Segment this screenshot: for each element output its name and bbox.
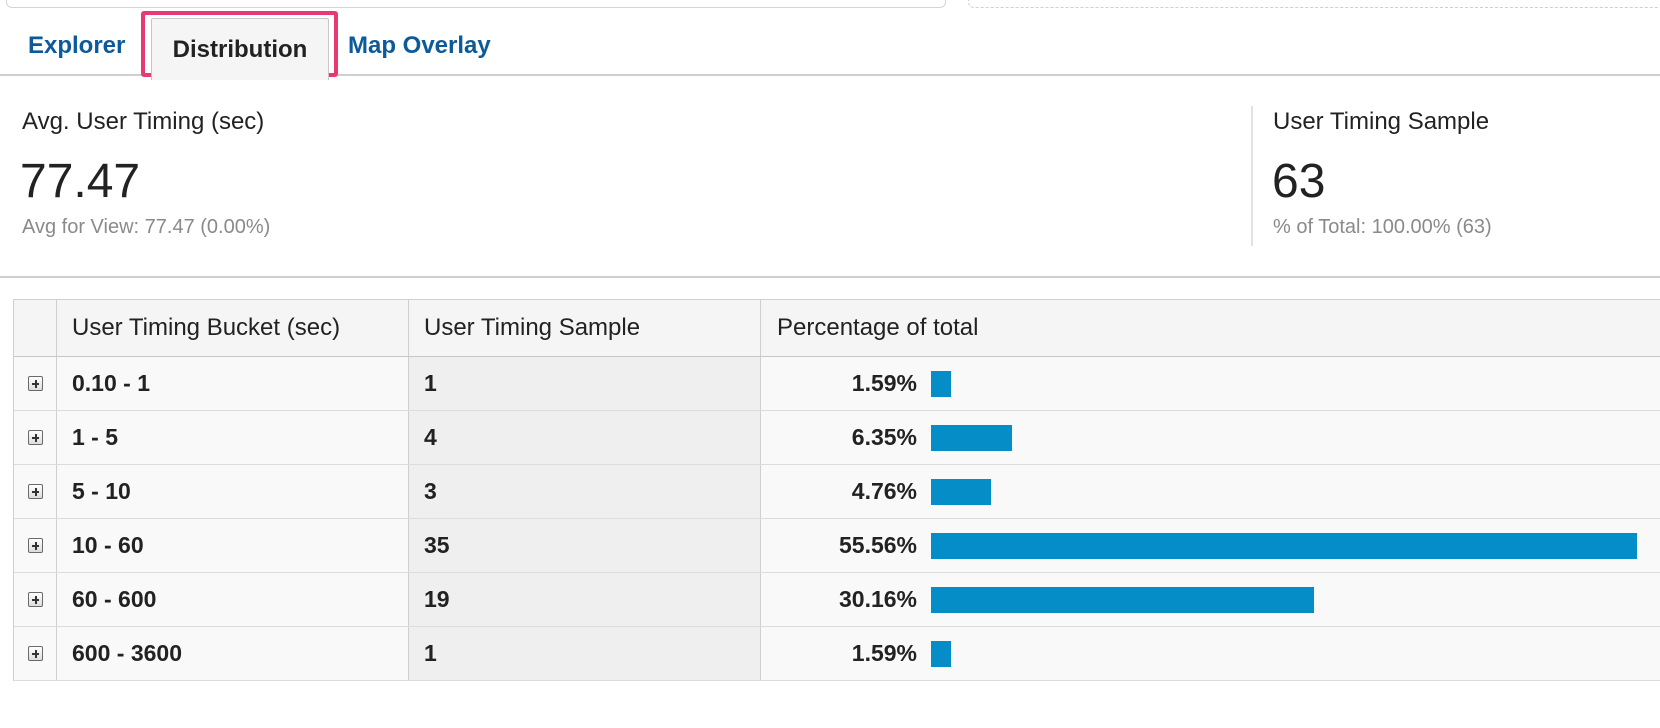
table-row: 5 - 10 3 4.76% <box>14 465 1660 519</box>
expand-plus-icon[interactable] <box>27 592 43 607</box>
table-header-row: User Timing Bucket (sec) User Timing Sam… <box>14 300 1660 357</box>
expand-cell <box>14 411 57 464</box>
tab-map-overlay[interactable]: Map Overlay <box>348 32 491 59</box>
top-panel-left <box>6 0 946 8</box>
bucket-cell: 60 - 600 <box>57 573 409 626</box>
sample-cell: 19 <box>409 573 761 626</box>
percentage-cell: 6.35% <box>761 411 1660 464</box>
table-row: 0.10 - 1 1 1.59% <box>14 357 1660 411</box>
metric-sample-label: User Timing Sample <box>1273 108 1490 135</box>
percentage-bar-track <box>931 478 1637 505</box>
expand-cell <box>14 465 57 518</box>
column-header-sample[interactable]: User Timing Sample <box>409 300 761 356</box>
percentage-bar <box>931 424 1012 451</box>
percentage-bar-track <box>931 424 1637 451</box>
percentage-label: 4.76% <box>851 478 917 504</box>
percentage-bar-track <box>931 370 1637 397</box>
sample-cell: 1 <box>409 627 761 680</box>
metric-sample-value: 63 <box>1272 155 1326 208</box>
percentage-bar-track <box>931 586 1637 613</box>
expand-cell <box>14 627 57 680</box>
sample-cell: 1 <box>409 357 761 410</box>
percentage-bar <box>931 478 992 505</box>
percentage-bar <box>931 586 1315 613</box>
percentage-bar-track <box>931 640 1637 667</box>
percentage-label: 30.16% <box>838 586 917 612</box>
percentage-cell: 4.76% <box>761 465 1660 518</box>
tab-distribution[interactable]: Distribution <box>151 18 329 80</box>
percentage-cell: 1.59% <box>761 357 1660 410</box>
top-panel-right <box>968 0 1660 8</box>
percentage-label: 1.59% <box>851 370 917 396</box>
tab-explorer[interactable]: Explorer <box>28 32 126 59</box>
sample-cell: 3 <box>409 465 761 518</box>
sample-cell: 4 <box>409 411 761 464</box>
expand-plus-icon[interactable] <box>27 646 43 661</box>
header-expand-cell <box>14 300 57 356</box>
view-tabs: Explorer Distribution Map Overlay <box>0 8 1660 80</box>
expand-plus-icon[interactable] <box>27 538 43 553</box>
column-header-percentage[interactable]: Percentage of total <box>777 314 979 341</box>
percentage-label: 1.59% <box>851 640 917 666</box>
percentage-label: 55.56% <box>838 532 917 558</box>
bucket-cell: 1 - 5 <box>57 411 409 464</box>
table-row: 1 - 5 4 6.35% <box>14 411 1660 465</box>
bucket-cell: 10 - 60 <box>57 519 409 572</box>
table-row: 600 - 3600 1 1.59% <box>14 627 1660 681</box>
metric-avg-user-timing-comparison: Avg for View: 77.47 (0.00%) <box>22 216 271 238</box>
bucket-cell: 5 - 10 <box>57 465 409 518</box>
percentage-label: 6.35% <box>851 424 917 450</box>
expand-plus-icon[interactable] <box>27 430 43 445</box>
percentage-bar <box>931 532 1637 559</box>
percentage-cell: 1.59% <box>761 627 1660 680</box>
table-row: 10 - 60 35 55.56% <box>14 519 1660 573</box>
percentage-cell: 55.56% <box>761 519 1660 572</box>
bucket-cell: 600 - 3600 <box>57 627 409 680</box>
metric-divider <box>1251 106 1253 246</box>
percentage-cell: 30.16% <box>761 573 1660 626</box>
expand-plus-icon[interactable] <box>27 484 43 499</box>
metric-sample-comparison: % of Total: 100.00% (63) <box>1273 216 1492 238</box>
metric-avg-user-timing-label: Avg. User Timing (sec) <box>22 108 265 135</box>
expand-plus-icon[interactable] <box>27 376 43 391</box>
sample-cell: 35 <box>409 519 761 572</box>
metric-avg-user-timing-value: 77.47 <box>20 155 141 208</box>
table-row: 60 - 600 19 30.16% <box>14 573 1660 627</box>
section-divider <box>0 276 1660 278</box>
expand-cell <box>14 573 57 626</box>
percentage-bar-track <box>931 532 1637 559</box>
percentage-bar <box>931 370 952 397</box>
distribution-table: User Timing Bucket (sec) User Timing Sam… <box>13 299 1660 681</box>
expand-cell <box>14 357 57 410</box>
expand-cell <box>14 519 57 572</box>
percentage-bar <box>931 640 952 667</box>
bucket-cell: 0.10 - 1 <box>57 357 409 410</box>
column-header-bucket[interactable]: User Timing Bucket (sec) <box>57 300 409 356</box>
